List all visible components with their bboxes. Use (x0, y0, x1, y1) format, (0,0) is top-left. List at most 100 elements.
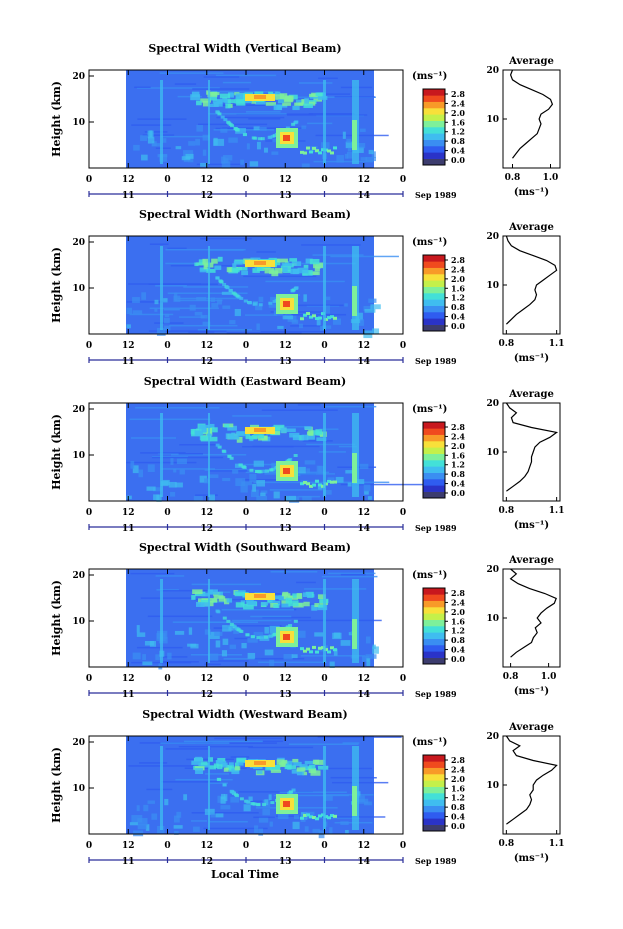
heatmap-cell (277, 325, 284, 330)
heatmap-cell (130, 437, 177, 439)
heatmap-cell (327, 816, 331, 820)
x-axis-title: Local Time (211, 868, 279, 881)
heatmap-cell (306, 482, 310, 486)
colorbar-tick-label: 2.4 (451, 98, 465, 108)
heatmap-cell (333, 480, 337, 484)
heatmap-cell (225, 103, 231, 109)
x-tick-label: 0 (86, 841, 92, 851)
colorbar-swatch (423, 619, 445, 627)
heatmap-cell (202, 149, 207, 156)
heatmap-cell (226, 332, 302, 334)
heatmap-cell (226, 619, 231, 623)
heatmap-cell (327, 477, 335, 483)
colorbar-tick-label: 2.4 (451, 264, 465, 274)
colorbar-swatch (423, 305, 445, 313)
heatmap-cell (346, 138, 352, 143)
heatmap-cell (340, 640, 351, 646)
heatmap-cell (224, 158, 229, 163)
heatmap-cell (260, 601, 269, 606)
date-label: 11 (122, 191, 135, 201)
heatmap-cell (208, 470, 248, 472)
heatmap-cell (348, 632, 353, 636)
heatmap-cell (245, 633, 250, 637)
heatmap-cell (234, 762, 240, 768)
colorbar-unit: (ms⁻¹) (412, 737, 447, 748)
colorbar-tick-label: 0.4 (451, 645, 465, 655)
y-tick-label: 10 (72, 284, 85, 294)
heatmap-cell (256, 495, 268, 502)
heatmap-field (126, 736, 374, 834)
colorbar-swatch (423, 607, 445, 614)
heatmap-cell (174, 83, 197, 85)
chart-title: Spectral Width (Northward Beam) (139, 208, 351, 221)
colorbar-tick-label: 0.0 (451, 488, 465, 498)
heatmap-cell (220, 796, 226, 804)
heatmap-cell (222, 81, 252, 84)
heatmap-cell (315, 317, 319, 321)
heatmap-cell (155, 147, 171, 149)
heatmap-cell (281, 603, 291, 608)
heatmap-cell (317, 96, 328, 100)
heatmap-cell (300, 150, 304, 154)
date-suffix: Sep 1989 (415, 689, 457, 699)
heatmap-cell (213, 102, 223, 107)
colorbar-swatch (423, 453, 445, 461)
colorbar-tick-label: 1.6 (451, 117, 465, 127)
heatmap-cell (241, 481, 253, 486)
heatmap-cell (291, 288, 296, 292)
heatmap-cell (309, 93, 318, 98)
chart-title: Spectral Width (Westward Beam) (142, 708, 347, 721)
colorbar-swatch (423, 638, 445, 646)
heatmap-cell (132, 310, 143, 315)
colorbar-swatch (423, 318, 445, 325)
heatmap-cell (301, 244, 361, 246)
heatmap-cell (323, 579, 326, 663)
heatmap-cell (356, 579, 359, 663)
heatmap-cell (360, 157, 367, 161)
y-axis-label: Height (km) (50, 747, 63, 823)
heatmap-cell (209, 96, 217, 101)
heatmap-cell (160, 579, 163, 663)
heatmap-cell (263, 147, 268, 153)
heatmap-cell (223, 118, 228, 122)
heatmap-cell (199, 267, 207, 273)
heatmap-cell (221, 793, 226, 800)
y-tick-label: 20 (72, 72, 85, 82)
heatmap-cell (248, 118, 281, 120)
heatmap-cell (278, 595, 288, 601)
heatmap-cell (200, 435, 212, 442)
heatmap-cell (370, 304, 381, 310)
colorbar-swatch (423, 491, 445, 499)
heatmap-cell (213, 138, 225, 146)
colorbar-frame (422, 587, 446, 665)
heatmap-cell (283, 135, 290, 141)
heatmap-cell (189, 304, 196, 311)
chart-title: Spectral Width (Eastward Beam) (144, 375, 346, 388)
heatmap-cell (277, 258, 288, 263)
heatmap-cell (129, 418, 211, 421)
heatmap-cell (251, 136, 256, 140)
average-x-label: (ms⁻¹) (514, 520, 549, 531)
heatmap-cell (235, 294, 240, 298)
heatmap-cell (300, 647, 304, 651)
heatmap-cell (194, 262, 199, 267)
heatmap-cell (301, 434, 309, 441)
heatmap-cell (293, 453, 298, 457)
heatmap-cell (231, 768, 240, 775)
heatmap-cell (347, 147, 352, 152)
heatmap-cell (252, 302, 257, 306)
heatmap-cell (304, 826, 309, 832)
heatmap-cell (222, 783, 227, 787)
heatmap-cell (291, 319, 299, 324)
colorbar-tick-label: 1.6 (451, 616, 465, 626)
colorbar-tick-label: 0.4 (451, 479, 465, 489)
heatmap-cell (142, 661, 153, 666)
heatmap-cell (245, 433, 251, 440)
x-tick-label: 0 (321, 508, 327, 518)
heatmap-cell (229, 320, 236, 325)
heatmap-cells (130, 571, 382, 670)
heatmap-cell (209, 820, 248, 823)
heatmap-cell (264, 626, 269, 634)
heatmap-cell (273, 466, 278, 470)
heatmap-cell (241, 270, 249, 276)
